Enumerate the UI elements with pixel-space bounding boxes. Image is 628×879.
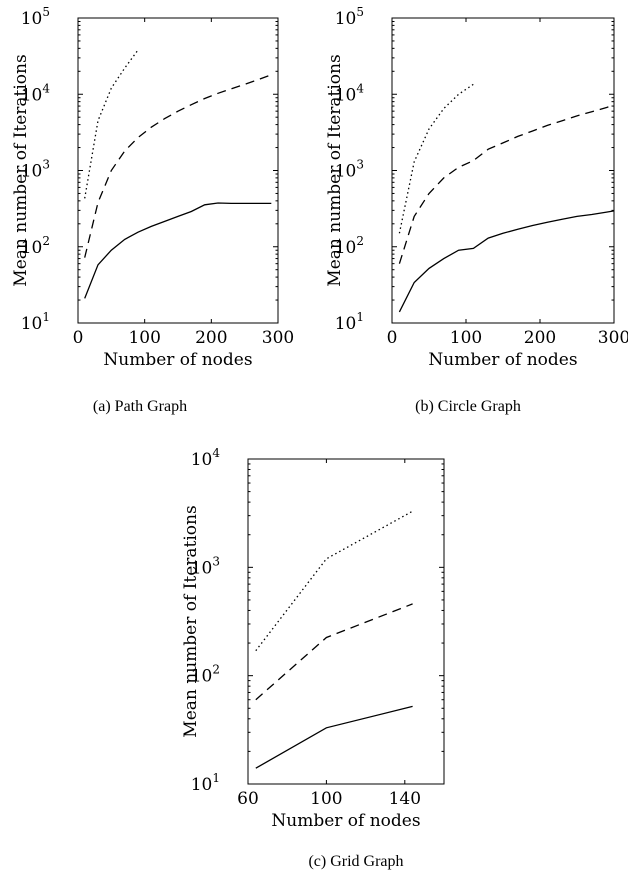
x-tick-label: 100 — [128, 328, 160, 348]
series-solid-line — [84, 202, 272, 299]
caption-circle-graph: (b) Circle Graph — [415, 398, 521, 415]
chart-path-graph: 0 100 200 300 101 102 103 104 105 Number of nodes… — [11, 5, 294, 370]
x-tick-label: 60 — [237, 789, 259, 809]
series-solid-line — [398, 210, 615, 313]
y-tick-label: 102 — [191, 663, 220, 687]
plot-frame — [247, 458, 445, 785]
y-tick-label: 103 — [335, 158, 364, 182]
x-axis-label: Number of nodes — [271, 811, 420, 831]
chart-grid-graph: 60 100 140 101 102 103 104 Number of nodes Mean … — [181, 446, 445, 831]
y-tick-label: 104 — [21, 81, 51, 105]
series-solid-line — [255, 705, 413, 769]
y-axis-label: Mean number of Iterations — [325, 54, 345, 286]
series-dashed-line — [84, 74, 272, 258]
y-tick-label: 105 — [335, 5, 364, 29]
chart-panel-a: 0 100 200 300 101 102 103 104 105 Number of nodes… — [0, 0, 314, 420]
x-tick-label: 140 — [389, 789, 421, 809]
series-dotted-line — [398, 83, 474, 234]
caption-path-graph: (a) Path Graph — [92, 398, 188, 415]
x-tick-label: 300 — [262, 328, 294, 348]
x-tick-label: 200 — [524, 328, 556, 348]
y-tick-label: 101 — [21, 310, 50, 334]
y-tick-label: 105 — [21, 5, 50, 29]
y-axis-label: Mean number of Iterations — [11, 54, 31, 286]
series-dotted-line — [255, 510, 413, 652]
x-axis-label: Number of nodes — [428, 350, 577, 370]
x-tick-label: 200 — [195, 328, 227, 348]
y-tick-label: 101 — [191, 771, 220, 795]
y-tick-label: 104 — [335, 81, 365, 105]
y-tick-label: 102 — [335, 234, 364, 258]
x-axis-label: Number of nodes — [103, 350, 252, 370]
x-tick-label: 0 — [387, 328, 398, 348]
series-dashed-line — [398, 104, 615, 264]
series-dashed-line — [255, 603, 413, 701]
caption-grid-graph: (c) Grid Graph — [308, 853, 404, 870]
x-tick-label: 0 — [73, 328, 84, 348]
y-tick-label: 104 — [191, 446, 221, 470]
series-dotted-line — [84, 49, 139, 199]
y-tick-label: 101 — [335, 310, 364, 334]
y-tick-label: 103 — [21, 158, 50, 182]
y-axis-label: Mean number of Iterations — [181, 505, 201, 737]
plot-frame — [391, 17, 615, 324]
chart-panel-c: 60 100 140 101 102 103 104 Number of nodes Mean … — [170, 440, 470, 879]
chart-circle-graph: 0 100 200 300 101 102 103 104 105 Number of nodes… — [325, 5, 628, 370]
y-tick-label: 103 — [191, 554, 220, 578]
x-tick-label: 100 — [310, 789, 342, 809]
chart-panel-b: 0 100 200 300 101 102 103 104 105 Number of nodes… — [314, 0, 628, 420]
plot-frame — [77, 17, 279, 324]
x-tick-label: 100 — [450, 328, 482, 348]
x-tick-label: 300 — [598, 328, 628, 348]
y-tick-label: 102 — [21, 234, 50, 258]
